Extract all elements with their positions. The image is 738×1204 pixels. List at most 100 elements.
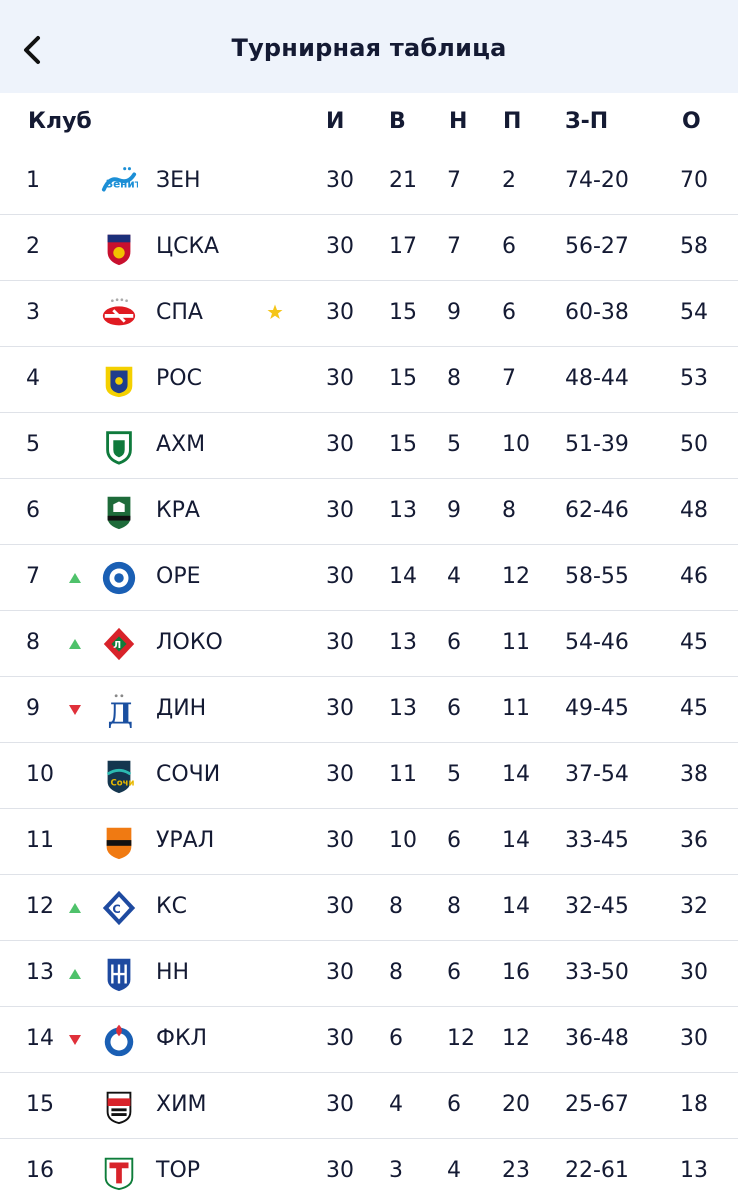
table-row[interactable]: 4 РОС 30 15 8 7 48-44 53 [0,347,738,413]
club-name: РОС [156,366,202,391]
points: 58 [680,234,708,259]
wins: 13 [389,498,417,523]
losses: 20 [502,1092,530,1117]
wins: 4 [389,1092,403,1117]
position: 2 [26,234,40,259]
table-row[interactable]: 15 ХИМ 30 4 6 20 25-67 18 [0,1073,738,1139]
sochi-logo: Сочи [100,757,138,795]
table-header: Клуб И В Н П З-П О [0,93,738,149]
star-icon [267,304,283,319]
table-row[interactable]: 2 ЦСКА 30 17 7 6 56-27 58 [0,215,738,281]
column-header-games: И [326,109,345,134]
wins: 8 [389,894,403,919]
points: 50 [680,432,708,457]
club-name: АХМ [156,432,206,457]
table-row[interactable]: 1 Зенит ЗЕН 30 21 7 2 74-20 70 [0,149,738,215]
position: 9 [26,696,40,721]
position: 4 [26,366,40,391]
trend-indicator [66,633,84,651]
games-played: 30 [326,498,354,523]
draws: 9 [447,300,461,325]
column-header-club: Клуб [28,109,92,134]
points: 32 [680,894,708,919]
lokomotiv-logo: Л [100,625,138,663]
club-name: ЗЕН [156,168,201,193]
goals: 51-39 [565,432,629,457]
table-row[interactable]: 7 ОРЕ 30 14 4 12 58-55 46 [0,545,738,611]
position: 1 [26,168,40,193]
games-played: 30 [326,630,354,655]
games-played: 30 [326,432,354,457]
wins: 13 [389,630,417,655]
club-name: КРА [156,498,200,523]
back-button[interactable] [14,30,50,70]
losses: 11 [502,696,530,721]
table-row[interactable]: 13 НН 30 8 6 16 33-50 30 [0,941,738,1007]
club-name: ХИМ [156,1092,207,1117]
goals: 25-67 [565,1092,629,1117]
column-header-losses: П [503,109,522,134]
draws: 4 [447,1158,461,1183]
table-row[interactable]: 12 С КС 30 8 8 14 32-45 32 [0,875,738,941]
points: 36 [680,828,708,853]
table-row[interactable]: 6 КРА 30 13 9 8 62-46 48 [0,479,738,545]
position: 15 [26,1092,54,1117]
goals: 32-45 [565,894,629,919]
position: 12 [26,894,54,919]
goals: 58-55 [565,564,629,589]
losses: 14 [502,894,530,919]
points: 70 [680,168,708,193]
losses: 12 [502,564,530,589]
club-name: СОЧИ [156,762,221,787]
table-row[interactable]: 16 ТОР 30 3 4 23 22-61 13 [0,1139,738,1204]
wins: 17 [389,234,417,259]
goals: 49-45 [565,696,629,721]
table-row[interactable]: 3 СПА 30 15 9 6 60-38 54 [0,281,738,347]
table-row[interactable]: 10 Сочи СОЧИ 30 11 5 14 37-54 38 [0,743,738,809]
table-row[interactable]: 9 Д ДИН 30 13 6 11 49-45 45 [0,677,738,743]
svg-text:Зенит: Зенит [106,179,138,191]
draws: 8 [447,894,461,919]
position: 3 [26,300,40,325]
losses: 10 [502,432,530,457]
losses: 23 [502,1158,530,1183]
column-header-wins: В [389,109,406,134]
losses: 14 [502,828,530,853]
wins: 11 [389,762,417,787]
column-header-goals: З-П [565,109,609,134]
svg-text:Д: Д [108,696,133,729]
table-row[interactable]: 11 УРАЛ 30 10 6 14 33-45 36 [0,809,738,875]
draws: 6 [447,960,461,985]
club-name: ТОР [156,1158,201,1183]
table-row[interactable]: 8 Л ЛОКО 30 13 6 11 54-46 45 [0,611,738,677]
table-row[interactable]: 5 АХМ 30 15 5 10 51-39 50 [0,413,738,479]
column-header-draws: Н [449,109,468,134]
wins: 8 [389,960,403,985]
club-name: ЛОКО [156,630,223,655]
khimki-logo [100,1087,138,1125]
losses: 6 [502,234,516,259]
points: 45 [680,630,708,655]
draws: 6 [447,630,461,655]
svg-text:Л: Л [113,640,121,651]
table-row[interactable]: 14 ФКЛ 30 6 12 12 36-48 30 [0,1007,738,1073]
position: 11 [26,828,54,853]
krylia-sovetov-logo: С [100,889,138,927]
position: 8 [26,630,40,655]
page-title: Турнирная таблица [231,34,507,62]
trend-up-icon [69,573,81,583]
ural-logo [100,823,138,861]
draws: 7 [447,234,461,259]
goals: 33-50 [565,960,629,985]
games-played: 30 [326,1026,354,1051]
games-played: 30 [326,168,354,193]
goals: 48-44 [565,366,629,391]
akhmat-logo [100,427,138,465]
draws: 6 [447,828,461,853]
games-played: 30 [326,960,354,985]
favorite-marker [266,301,284,319]
goals: 56-27 [565,234,629,259]
chevron-left-icon [24,36,40,64]
goals: 37-54 [565,762,629,787]
torpedo-logo [100,1153,138,1191]
